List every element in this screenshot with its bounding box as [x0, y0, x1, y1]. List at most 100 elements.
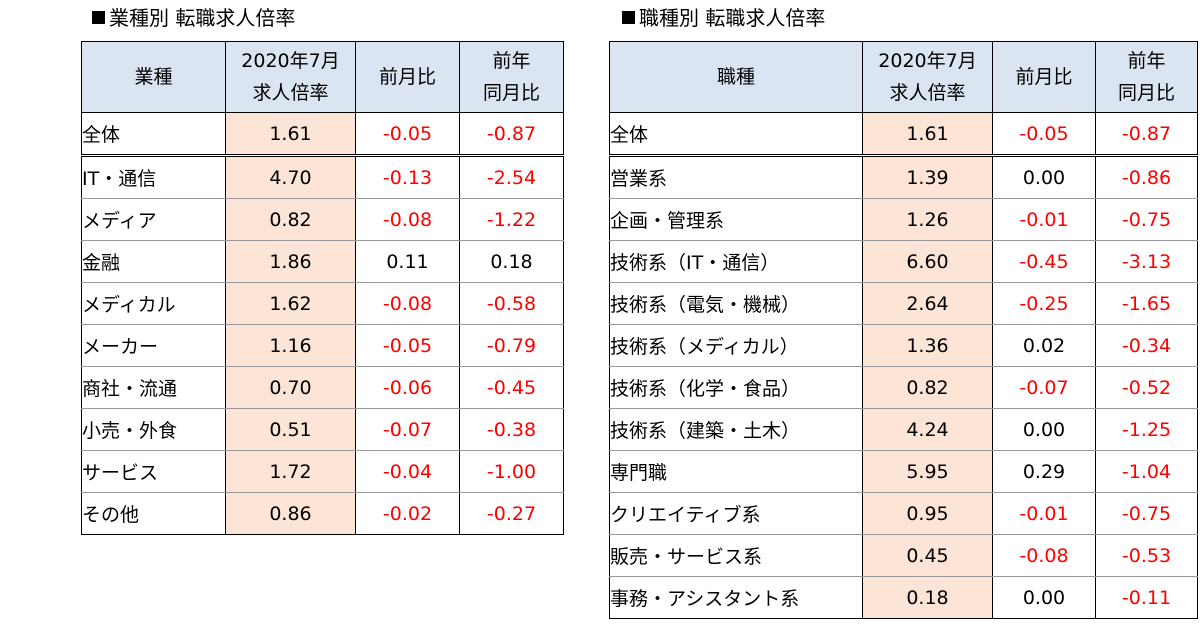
row-mom: 0.11: [355, 240, 460, 283]
row-ratio: 0.45: [862, 534, 993, 577]
row-yoy: -0.75: [1095, 492, 1198, 535]
row-name: メーカー: [81, 324, 226, 367]
row-ratio: 0.18: [862, 576, 993, 619]
header-yoy-line2: 同月比: [482, 82, 540, 104]
row-mom: -0.45: [992, 240, 1096, 283]
occupation-table-title: 職種別 転職求人倍率: [639, 6, 826, 30]
header-ratio: 2020年7月 求人倍率: [862, 41, 993, 113]
row-name: 事務・アシスタント系: [609, 576, 863, 619]
occupation-ratio-table: 職種 2020年7月 求人倍率 前月比 前年 同月比 全体 1.61 -0.05 -0.8…: [609, 41, 1198, 619]
row-yoy: -1.65: [1095, 282, 1198, 325]
row-yoy: -3.13: [1095, 240, 1198, 283]
row-yoy: -0.11: [1095, 576, 1198, 619]
row-mom: -0.04: [355, 450, 460, 493]
table-row: クリエイティブ系 0.95 -0.01 -0.75: [609, 492, 1198, 535]
row-ratio: 6.60: [862, 240, 993, 283]
row-yoy: -1.25: [1095, 408, 1198, 451]
row-ratio: 1.39: [862, 155, 993, 199]
header-ratio-line1: 2020年7月: [241, 50, 340, 72]
row-mom: -0.05: [355, 112, 460, 157]
table-row: IT・通信 4.70 -0.13 -2.54: [81, 155, 564, 199]
table-row: 販売・サービス系 0.45 -0.08 -0.53: [609, 534, 1198, 577]
row-yoy: -0.79: [459, 324, 564, 367]
row-mom: 0.00: [992, 155, 1096, 199]
row-ratio: 0.95: [862, 492, 993, 535]
table-row: メディカル 1.62 -0.08 -0.58: [81, 282, 564, 325]
row-ratio: 1.72: [225, 450, 356, 493]
table-row: その他 0.86 -0.02 -0.27: [81, 492, 564, 535]
row-yoy: -0.87: [1095, 112, 1198, 157]
industry-table-heading: 業種別 転職求人倍率: [92, 4, 295, 32]
row-mom: 0.00: [992, 576, 1096, 619]
header-yoy: 前年 同月比: [1095, 41, 1198, 113]
row-yoy: -0.45: [459, 366, 564, 409]
row-yoy: -0.38: [459, 408, 564, 451]
row-name: 専門職: [609, 450, 863, 493]
row-name: 技術系（電気・機械）: [609, 282, 863, 325]
header-occupation: 職種: [609, 41, 863, 113]
row-name: その他: [81, 492, 226, 535]
row-yoy: -1.22: [459, 198, 564, 241]
row-ratio: 5.95: [862, 450, 993, 493]
row-ratio: 0.70: [225, 366, 356, 409]
row-ratio: 1.62: [225, 282, 356, 325]
row-name: サービス: [81, 450, 226, 493]
table-header-row: 業種 2020年7月 求人倍率 前月比 前年 同月比: [81, 41, 564, 113]
header-yoy: 前年 同月比: [459, 41, 564, 113]
table-row: 商社・流通 0.70 -0.06 -0.45: [81, 366, 564, 409]
row-ratio: 1.61: [862, 112, 993, 157]
row-name: 技術系（IT・通信）: [609, 240, 863, 283]
occupation-table-heading: 職種別 転職求人倍率: [622, 4, 825, 32]
row-ratio: 1.26: [862, 198, 993, 241]
industry-table-title: 業種別 転職求人倍率: [109, 6, 296, 30]
row-yoy: -2.54: [459, 155, 564, 199]
row-name: 技術系（建築・土木）: [609, 408, 863, 451]
square-bullet-icon: [92, 11, 105, 24]
row-name: 企画・管理系: [609, 198, 863, 241]
table-row: 金融 1.86 0.11 0.18: [81, 240, 564, 283]
table-row: メディア 0.82 -0.08 -1.22: [81, 198, 564, 241]
row-name: 販売・サービス系: [609, 534, 863, 577]
row-mom: -0.25: [992, 282, 1096, 325]
row-ratio: 4.70: [225, 155, 356, 199]
header-mom: 前月比: [355, 41, 460, 113]
row-ratio: 1.61: [225, 112, 356, 157]
header-ratio: 2020年7月 求人倍率: [225, 41, 356, 113]
row-name: 技術系（メディカル）: [609, 324, 863, 367]
row-ratio: 4.24: [862, 408, 993, 451]
row-name: 全体: [81, 112, 226, 157]
row-ratio: 0.82: [225, 198, 356, 241]
table-row: 専門職 5.95 0.29 -1.04: [609, 450, 1198, 493]
row-yoy: 0.18: [459, 240, 564, 283]
row-yoy: -1.00: [459, 450, 564, 493]
row-name: メディカル: [81, 282, 226, 325]
table-row: メーカー 1.16 -0.05 -0.79: [81, 324, 564, 367]
row-name: 商社・流通: [81, 366, 226, 409]
row-mom: -0.06: [355, 366, 460, 409]
row-mom: -0.05: [992, 112, 1096, 157]
row-ratio: 1.16: [225, 324, 356, 367]
row-name: メディア: [81, 198, 226, 241]
row-yoy: -0.75: [1095, 198, 1198, 241]
row-yoy: -0.27: [459, 492, 564, 535]
table-row: 全体 1.61 -0.05 -0.87: [81, 112, 564, 157]
header-yoy-line1: 前年: [492, 50, 531, 72]
table-row: 営業系 1.39 0.00 -0.86: [609, 155, 1198, 199]
row-name: 小売・外食: [81, 408, 226, 451]
header-mom: 前月比: [992, 41, 1096, 113]
row-ratio: 0.82: [862, 366, 993, 409]
row-ratio: 1.86: [225, 240, 356, 283]
row-yoy: -0.53: [1095, 534, 1198, 577]
row-name: IT・通信: [81, 155, 226, 199]
row-ratio: 0.51: [225, 408, 356, 451]
row-yoy: -0.87: [459, 112, 564, 157]
row-mom: -0.08: [355, 282, 460, 325]
row-mom: -0.08: [355, 198, 460, 241]
row-yoy: -1.04: [1095, 450, 1198, 493]
header-ratio-line1: 2020年7月: [878, 50, 977, 72]
row-yoy: -0.86: [1095, 155, 1198, 199]
row-name: 営業系: [609, 155, 863, 199]
header-ratio-line2: 求人倍率: [889, 82, 966, 104]
row-name: 全体: [609, 112, 863, 157]
row-mom: -0.07: [355, 408, 460, 451]
